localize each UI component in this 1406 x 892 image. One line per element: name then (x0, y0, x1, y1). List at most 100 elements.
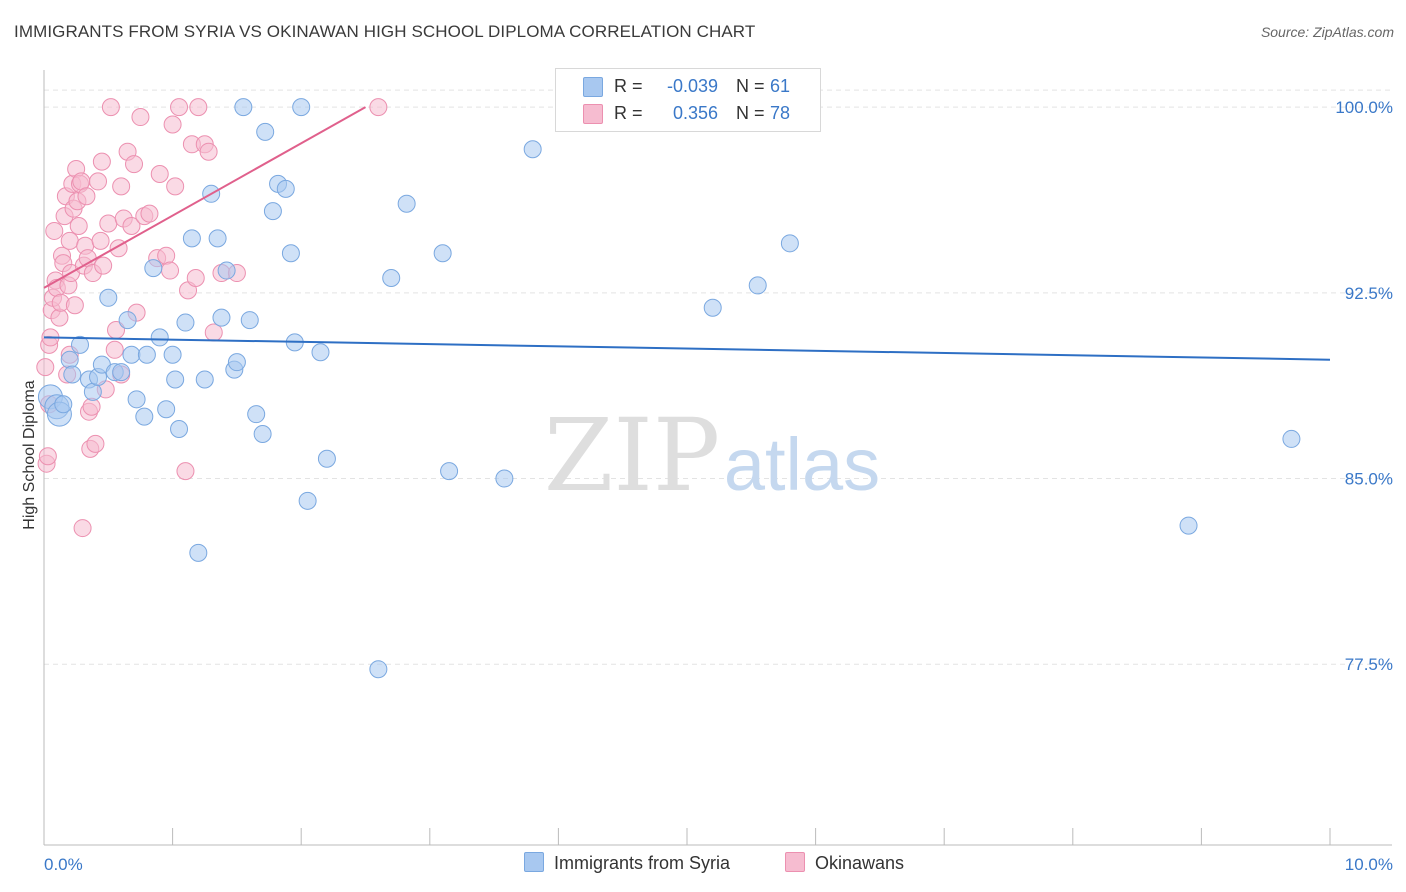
syria-point (112, 363, 131, 382)
syria-point (382, 268, 401, 287)
legend-r-value: -0.039 (666, 76, 718, 96)
okinawans-point (199, 142, 218, 161)
syria-point (240, 311, 259, 330)
okinawans-point (140, 204, 159, 223)
legend-row-syria: R = -0.039 N = 61 (556, 74, 820, 100)
syria-point (523, 140, 542, 159)
legend-n-value: 61 (770, 76, 791, 96)
legend-n-value: 78 (770, 103, 791, 123)
legend-swatch-syria (583, 77, 603, 97)
trend-lines (43, 106, 1331, 361)
syria-point (212, 308, 231, 327)
okinawans-point (122, 216, 141, 235)
okinawans-point (176, 462, 195, 481)
bottom-legend-swatch-okinawans (785, 852, 805, 872)
syria-point (137, 345, 156, 364)
syria-point (298, 491, 317, 510)
legend-row-okinawans: R = 0.356 N = 78 (556, 101, 820, 127)
y-tick-label: 92.5% (1345, 284, 1393, 303)
okinawans-point (112, 177, 131, 196)
syria-point (217, 261, 236, 280)
okinawans-point (86, 434, 105, 453)
source-label: Source: ZipAtlas.com (1260, 24, 1394, 40)
okinawans-point (69, 216, 88, 235)
watermark-atlas: atlas (724, 423, 880, 506)
okinawans-point (369, 98, 388, 117)
okinawans-trend-line (43, 106, 366, 289)
syria-point (99, 288, 118, 307)
syria-point (135, 407, 154, 426)
bottom-legend-syria: Immigrants from Syria (524, 852, 730, 876)
syria-point (253, 424, 272, 443)
legend-r-label: R = (614, 76, 643, 96)
syria-point (276, 179, 295, 198)
correlation-legend: R = -0.039 N = 61 R = 0.356 N = 78 (555, 68, 821, 132)
chart-title: IMMIGRANTS FROM SYRIA VS OKINAWAN HIGH S… (14, 22, 756, 41)
syria-point (60, 350, 79, 369)
okinawans-point (45, 221, 64, 240)
watermark-zip: ZIP (544, 397, 720, 514)
syria-point (150, 328, 169, 347)
okinawans-point (166, 177, 185, 196)
y-tick-label: 100.0% (1335, 98, 1393, 117)
okinawans-point (91, 231, 110, 250)
syria-point (703, 298, 722, 317)
syria-point (176, 313, 195, 332)
syria-point (127, 390, 146, 409)
syria-point (247, 405, 266, 424)
syria-point (263, 202, 282, 221)
syria-point (54, 395, 73, 414)
okinawans-point (89, 172, 108, 191)
y-axis-title: High School Diploma (21, 380, 38, 530)
syria-point (292, 98, 311, 117)
gridlines (44, 89, 1392, 665)
syria-point (369, 660, 388, 679)
okinawans-point (157, 246, 176, 265)
syria-point (1179, 516, 1198, 535)
okinawans-point (65, 296, 84, 315)
syria-point (163, 345, 182, 364)
syria-point (495, 469, 514, 488)
okinawans-point (204, 323, 223, 342)
syria-point (440, 462, 459, 481)
syria-point (317, 449, 336, 468)
x-tick-label: 10.0% (1345, 855, 1393, 874)
syria-point (118, 311, 137, 330)
okinawans-points (36, 98, 388, 538)
syria-point (144, 259, 163, 278)
okinawans-point (186, 268, 205, 287)
syria-points (37, 98, 1301, 679)
okinawans-point (101, 98, 120, 117)
okinawans-point (163, 115, 182, 134)
okinawans-point (161, 261, 180, 280)
syria-point (256, 122, 275, 141)
syria-point (234, 98, 253, 117)
okinawans-point (189, 98, 208, 117)
bottom-legend-okinawans: Okinawans (785, 852, 904, 876)
bottom-legend-label-syria: Immigrants from Syria (554, 853, 731, 873)
bottom-legend-label-okinawans: Okinawans (815, 853, 905, 873)
syria-point (157, 400, 176, 419)
syria-point (397, 194, 416, 213)
watermark: ZIP atlas (544, 397, 880, 514)
okinawans-point (170, 98, 189, 117)
syria-point (170, 420, 189, 439)
x-tick-label: 0.0% (44, 855, 83, 874)
syria-point (433, 244, 452, 263)
okinawans-point (73, 519, 92, 538)
syria-point (1282, 429, 1301, 448)
legend-r-label: R = (614, 103, 643, 123)
okinawans-point (125, 155, 144, 174)
okinawans-point (150, 164, 169, 183)
okinawans-point (77, 187, 96, 206)
okinawans-point (94, 256, 113, 275)
okinawans-point (92, 152, 111, 171)
okinawans-point (131, 108, 150, 127)
syria-point (189, 543, 208, 562)
syria-point (63, 365, 82, 384)
syria-point (71, 335, 90, 354)
legend-n-label: N = (736, 103, 765, 123)
bottom-legend-swatch-syria (524, 852, 544, 872)
syria-point (195, 370, 214, 389)
legend-r-value: 0.356 (672, 103, 718, 123)
